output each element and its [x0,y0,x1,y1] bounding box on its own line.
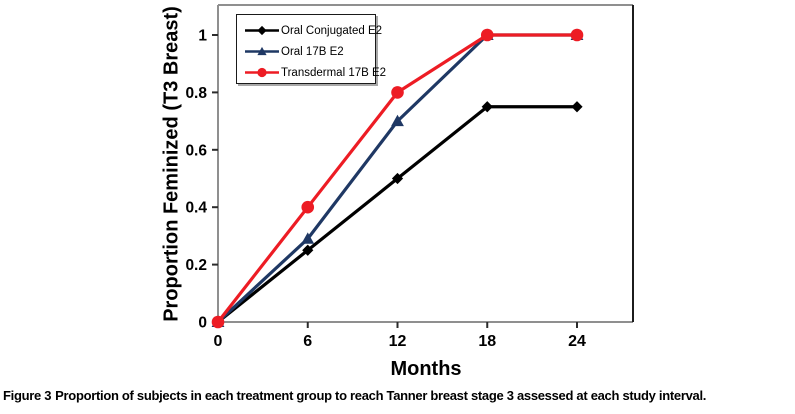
x-tick-label: 18 [478,333,496,350]
legend-label: Oral 17B E2 [281,45,344,58]
triangle-marker [391,114,404,127]
circle-marker [570,28,584,42]
chart-svg: 0 6 12 18 24 0 0.2 0.4 0.6 0.8 1 [185,4,634,350]
circle-marker [257,67,267,78]
y-tick-label: 0.2 [185,257,207,274]
y-tick-label: 0.8 [185,85,207,102]
legend-label: Transdermal 17B E2 [281,66,387,79]
circle-marker [480,28,494,42]
legend-sample-circle-icon [245,67,279,78]
legend-label: Oral Conjugated E2 [281,24,383,37]
x-tick-label: 24 [568,333,586,350]
diamond-marker [571,101,583,113]
plot-border [217,4,634,323]
legend-entry: Oral Conjugated E2 [245,20,382,41]
diamond-marker [391,172,404,185]
diamond-marker [257,25,267,36]
x-tick-label: 6 [303,333,312,350]
figure-caption-label: Figure 3 [3,388,52,403]
legend-entry: Transdermal 17B E2 [245,62,386,83]
x-axis-title: Months [390,358,462,380]
triangle-marker [301,232,315,244]
figure-caption-text: Proportion of subjects in each treatment… [55,388,707,403]
circle-marker [211,315,225,329]
legend-entry: Oral 17B E2 [245,41,375,62]
y-axis-ticks: 0 0.2 0.4 0.6 0.8 1 [185,28,218,332]
figure-caption: Figure 3 Proportion of subjects in each t… [3,388,795,403]
triangle-marker [257,46,267,56]
y-tick-label: 0.4 [185,200,207,217]
y-tick-label: 0.6 [185,142,207,159]
y-tick-label: 1 [198,28,207,45]
diamond-marker [481,101,493,113]
chart-legend: Oral Conjugated E2 Oral 17B E2 Transdermal… [236,14,386,84]
circle-marker [391,86,404,99]
series-transdermal-17b-e2 [211,28,584,329]
diamond-marker [302,244,314,256]
legend-sample-diamond-icon [245,25,279,36]
y-axis-title: Proportion Feminized (T3 Breast) [160,6,183,322]
circle-marker [301,200,315,214]
x-tick-label: 0 [214,333,223,350]
series-oral-conjugated-e2 [212,101,583,328]
x-axis-ticks: 0 6 12 18 24 [214,322,586,350]
x-tick-label: 12 [389,333,407,350]
y-tick-label: 0 [198,315,207,332]
series-line [217,105,577,324]
legend-sample-triangle-icon [245,46,279,56]
